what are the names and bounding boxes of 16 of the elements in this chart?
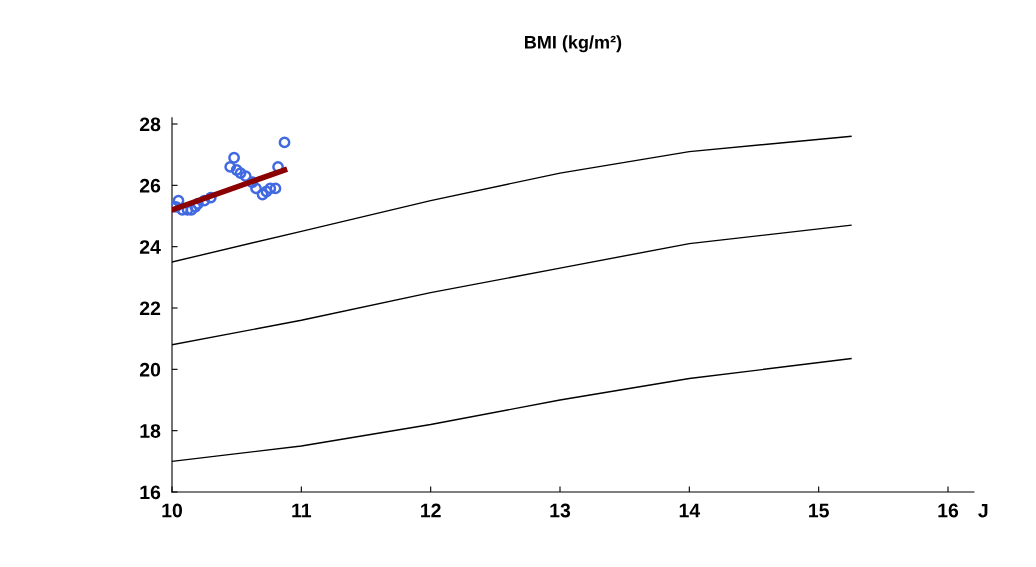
x-tick-label: 10 [162, 503, 183, 518]
y-tick-label: 24 [139, 240, 161, 254]
x-tick-label: 16 [938, 503, 959, 518]
x-tick-label: 14 [679, 503, 701, 518]
x-tick-label: 15 [809, 503, 829, 518]
y-tick-label: 26 [139, 178, 161, 193]
x-tick-label: 13 [550, 503, 571, 518]
y-tick-label: 16 [140, 485, 161, 500]
y-tick-label: 20 [139, 362, 161, 377]
y-tick-label: 22 [139, 301, 161, 316]
y-tick-label: 28 [139, 117, 161, 132]
y-tick-label: 18 [140, 424, 161, 438]
chart-title: BMI (kg/m²) [525, 35, 622, 53]
x-tick-label: 12 [421, 503, 441, 518]
x-axis-title: J [978, 503, 988, 518]
x-tick-label: 11 [292, 503, 312, 518]
